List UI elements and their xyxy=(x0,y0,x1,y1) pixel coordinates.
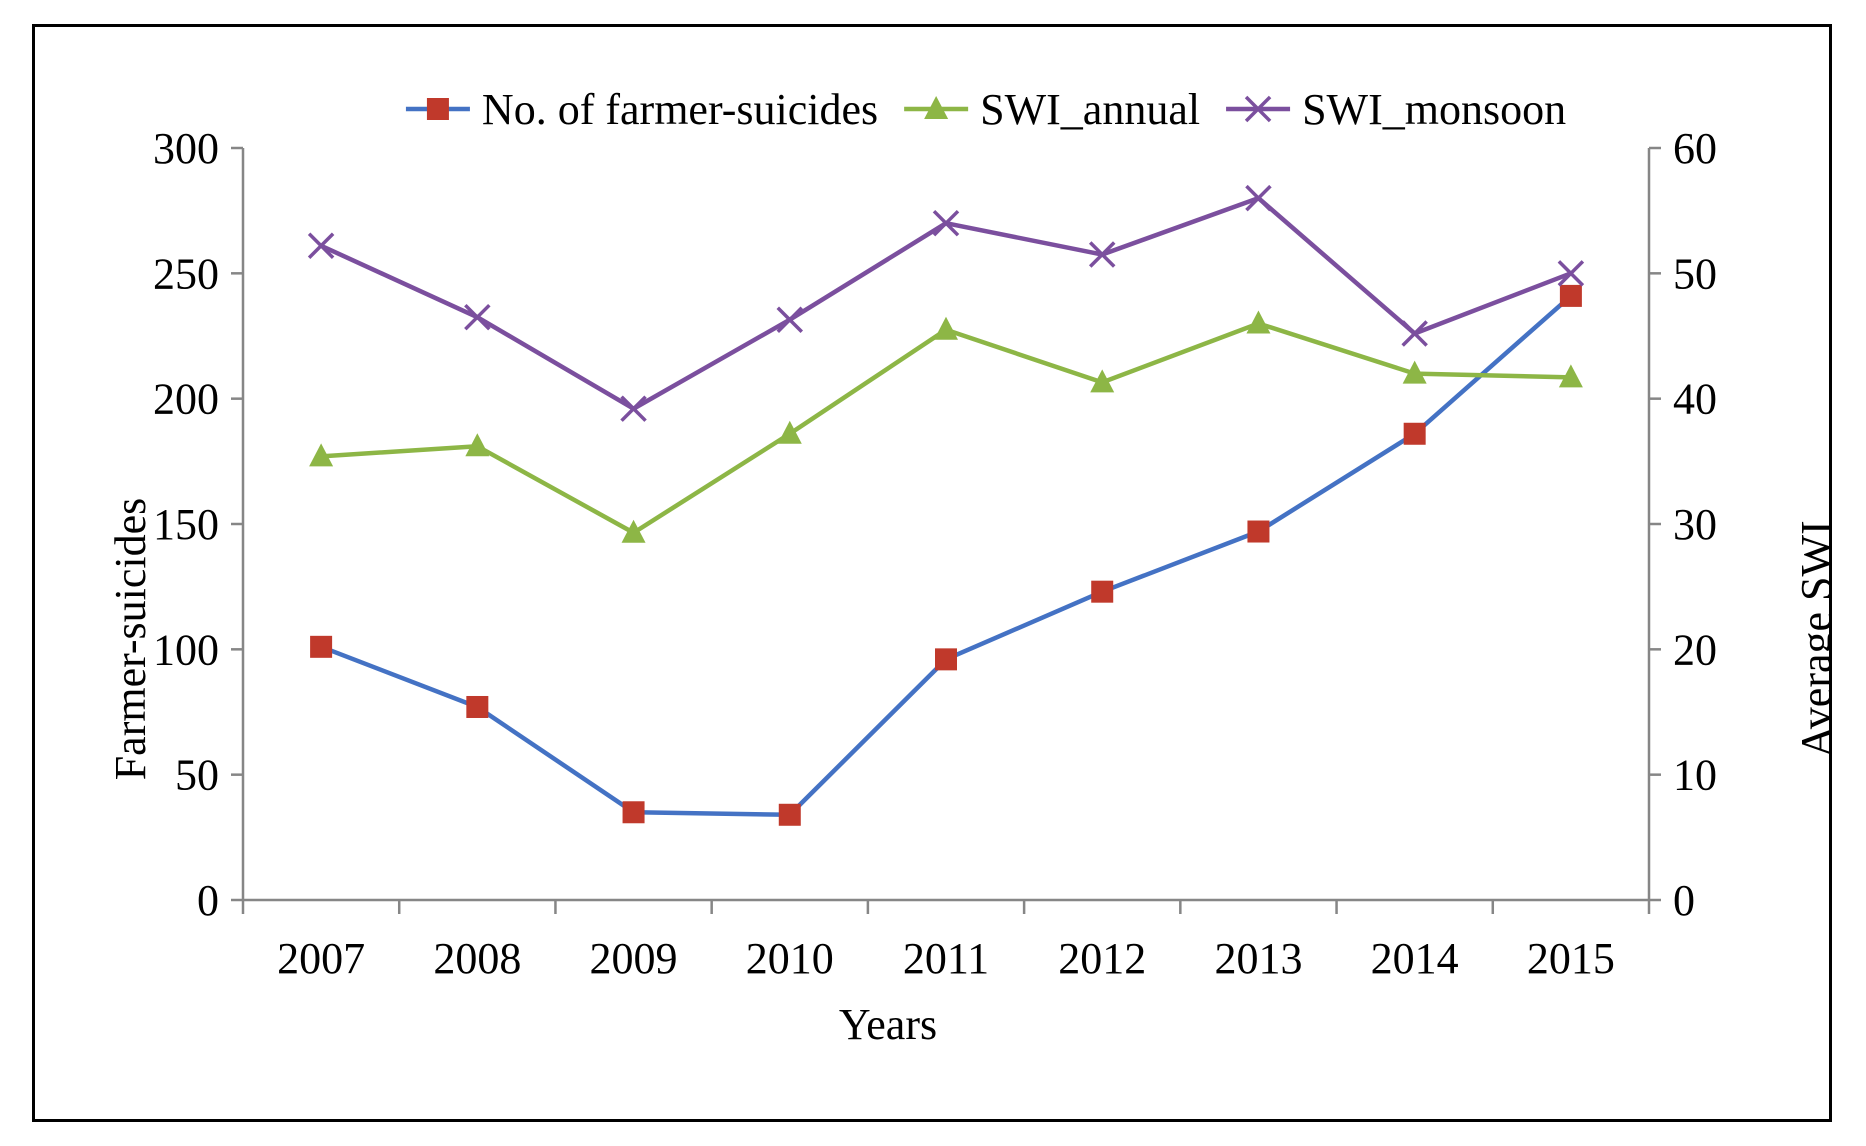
y-tick-label: 300 xyxy=(153,124,219,173)
data-point-swi-monsoon xyxy=(932,209,960,237)
data-point-swi-annual xyxy=(1558,364,1583,388)
legend-item: SWI_annual xyxy=(904,85,1200,134)
x-axis-label: Years xyxy=(839,1000,937,1049)
data-point-swi-monsoon-stroke xyxy=(1245,184,1272,212)
y2-tick-label: 30 xyxy=(1673,500,1717,549)
data-point-swi-monsoon xyxy=(620,395,647,422)
x-tick-label: 2015 xyxy=(1527,934,1615,983)
data-point-no-of-farmer-suicides xyxy=(1247,520,1270,543)
x-tick-label: 2012 xyxy=(1058,934,1146,983)
y-tick-label: 100 xyxy=(153,625,219,674)
x-tick-label: 2008 xyxy=(433,934,521,983)
legend-marker-swi-annual xyxy=(924,96,949,119)
data-point-swi-monsoon xyxy=(1088,241,1116,268)
data-point-no-of-farmer-suicides xyxy=(935,648,957,671)
data-point-swi-annual xyxy=(1090,369,1115,393)
legend-label: SWI_annual xyxy=(980,85,1200,134)
data-point-swi-annual xyxy=(621,519,646,543)
y-axis-label: Farmer-suicides xyxy=(106,498,155,781)
data-point-swi-annual xyxy=(309,443,334,467)
series-line-swi-annual xyxy=(320,321,1571,536)
series-line-no-of-farmer-suicides xyxy=(320,294,1573,818)
x-tick-label: 2010 xyxy=(746,934,834,983)
x-tick-label: 2009 xyxy=(590,934,678,983)
data-point-swi-monsoon xyxy=(1557,260,1585,287)
data-point-swi-annual xyxy=(465,433,490,457)
data-point-no-of-farmer-suicides xyxy=(1091,580,1114,603)
data-point-no-of-farmer-suicides xyxy=(310,635,333,658)
series-line-swi-monsoon xyxy=(320,195,1572,411)
data-point-swi-monsoon xyxy=(1401,320,1428,347)
legend-marker-swi-monsoon xyxy=(1244,95,1272,123)
data-point-swi-monsoon-stroke xyxy=(1088,241,1116,268)
y-tick-label: 200 xyxy=(153,375,219,424)
data-point-swi-monsoon-stroke xyxy=(776,306,804,333)
data-point-swi-monsoon-stroke xyxy=(464,303,491,331)
data-point-swi-monsoon xyxy=(776,306,804,333)
y-tick-label: 0 xyxy=(197,876,219,925)
data-point-swi-monsoon xyxy=(1245,184,1272,212)
data-point-swi-monsoon-stroke xyxy=(307,232,335,259)
y-tick-label: 50 xyxy=(175,751,219,800)
data-point-swi-annual xyxy=(777,420,802,444)
legend-label: SWI_monsoon xyxy=(1302,85,1566,134)
x-tick-label: 2014 xyxy=(1371,934,1459,983)
data-point-no-of-farmer-suicides xyxy=(1559,284,1582,307)
x-tick-label: 2007 xyxy=(277,934,365,983)
data-point-swi-annual xyxy=(934,316,958,340)
legend-marker-swi-monsoon-stroke xyxy=(1244,95,1272,123)
chart-frame: 0 50 100 150 200 250 300 0 10 20 30 40 50 60 2007 2008 2… xyxy=(32,24,1832,1122)
data-point-swi-monsoon xyxy=(464,303,491,331)
legend-item: SWI_monsoon xyxy=(1226,85,1566,134)
legend-marker-no-of-farmer-suicides xyxy=(426,98,449,120)
x-tick-label: 2013 xyxy=(1214,934,1302,983)
legend-label: No. of farmer-suicides xyxy=(482,85,878,134)
data-point-no-of-farmer-suicides xyxy=(466,695,489,718)
line-chart: 0 50 100 150 200 250 300 0 10 20 30 40 50 60 2007 2008 2… xyxy=(106,85,1829,1049)
data-point-swi-monsoon xyxy=(307,232,335,259)
data-point-swi-monsoon-stroke xyxy=(1401,320,1428,347)
y2-tick-label: 60 xyxy=(1673,124,1717,173)
legend-item: No. of farmer-suicides xyxy=(405,85,878,134)
y2-axis-label: Average SWI xyxy=(1792,520,1829,757)
y-tick-label: 150 xyxy=(153,500,219,549)
y2-tick-label: 10 xyxy=(1673,751,1717,800)
data-point-no-of-farmer-suicides xyxy=(778,803,801,826)
data-point-swi-annual xyxy=(1246,310,1271,334)
data-point-swi-monsoon-stroke xyxy=(932,209,960,237)
data-point-no-of-farmer-suicides xyxy=(1403,422,1426,445)
data-point-swi-annual xyxy=(1402,360,1427,384)
data-point-swi-monsoon-stroke xyxy=(620,395,647,422)
y-tick-label: 250 xyxy=(153,249,219,298)
data-point-swi-monsoon-stroke xyxy=(1557,260,1585,287)
x-tick-label: 2011 xyxy=(903,934,989,983)
y2-tick-label: 0 xyxy=(1673,876,1695,925)
y2-tick-label: 50 xyxy=(1673,249,1717,298)
data-point-no-of-farmer-suicides xyxy=(622,801,645,824)
y2-tick-label: 20 xyxy=(1673,625,1717,674)
y2-tick-label: 40 xyxy=(1673,375,1717,424)
